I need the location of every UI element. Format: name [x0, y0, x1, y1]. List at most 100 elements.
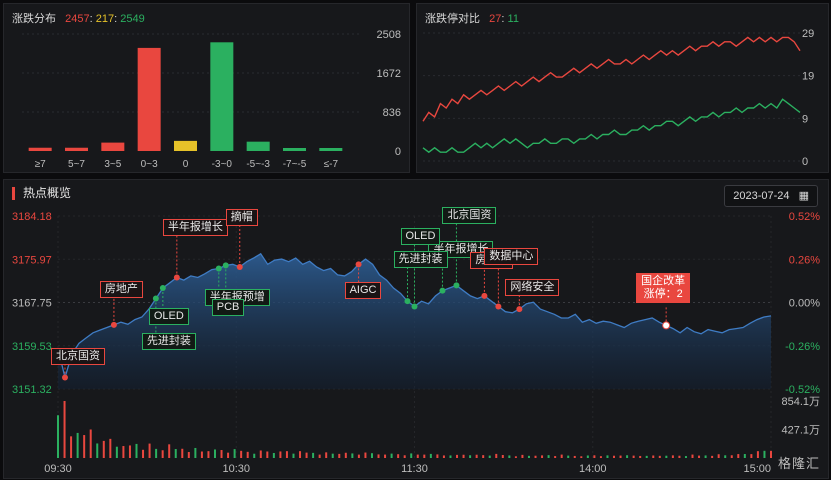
annotation-dot [411, 303, 418, 310]
bar [319, 148, 343, 151]
volume-bar [521, 454, 524, 458]
bar [137, 47, 161, 151]
volume-bar [743, 454, 746, 458]
volume-bar [187, 452, 190, 458]
volume-bar [586, 455, 589, 458]
volume-bar [606, 455, 609, 458]
volume-bar [763, 450, 766, 458]
volume-bar [76, 432, 79, 458]
limit-up-count: 27 [489, 13, 502, 25]
annotation-label[interactable]: AIGC [344, 282, 382, 300]
annotation-label[interactable]: 数据中心 [484, 248, 539, 266]
annotation-label[interactable]: 半年报增长 [162, 219, 228, 237]
annotation-dot [481, 292, 488, 299]
volume-bar [423, 454, 426, 458]
x-tick-label: ≤-7 [324, 159, 339, 170]
annotation-label[interactable]: 北京国资 [442, 207, 497, 225]
volume-bar [312, 452, 315, 458]
volume-bar [573, 455, 576, 458]
volume-bar [652, 455, 655, 458]
volume-bar [403, 455, 406, 458]
calendar-icon[interactable]: ▦ [798, 190, 809, 202]
volume-bar [416, 454, 419, 458]
volume-tick: 854.1万 [781, 396, 820, 408]
volume-bar [89, 429, 92, 458]
volume-bar [168, 444, 171, 458]
annotation-label[interactable]: OLED [148, 308, 189, 326]
callout-dot [662, 321, 671, 330]
volume-bar [279, 451, 282, 458]
price-area [58, 253, 771, 389]
annotation-label[interactable]: OLED [400, 228, 441, 246]
annotation-label[interactable]: PCB [211, 299, 245, 317]
volume-bar [724, 455, 727, 458]
y-tick-left: 3167.75 [12, 298, 52, 310]
annotation-label[interactable]: 房地产 [99, 280, 143, 298]
volume-bar [737, 454, 740, 458]
volume-bar [462, 454, 465, 458]
down-count: 2549 [120, 13, 145, 25]
volume-tick: 427.1万 [781, 425, 820, 437]
y-tick-label: 0 [395, 146, 401, 158]
volume-bar [527, 455, 530, 458]
volume-bar [155, 448, 158, 458]
y-tick-right: 0.52% [789, 211, 820, 223]
volume-bar [57, 415, 59, 458]
volume-bar [272, 452, 275, 458]
x-tick-label: 3~5 [104, 159, 121, 170]
annotation-dot [495, 303, 502, 310]
volume-bar [96, 443, 99, 458]
volume-bar [691, 454, 694, 458]
overview-panel: 热点概览 2023-07-24 ▦ 3184.18 0.52% 3175.97 0.2… [3, 179, 829, 479]
volume-bar [305, 452, 308, 458]
callout-sub: 涨停：2 [643, 288, 683, 301]
volume-bar [299, 451, 302, 458]
annotation-label[interactable]: 先进封装 [393, 251, 448, 269]
bar [65, 147, 88, 151]
volume-bar [331, 453, 334, 458]
bar [101, 142, 125, 151]
annotation-label[interactable]: 先进封装 [141, 332, 196, 350]
volume-bar [148, 443, 151, 458]
volume-bar [514, 456, 517, 458]
volume-bar [469, 455, 472, 458]
volume-bar [181, 448, 184, 458]
volume-bar [122, 446, 125, 458]
distribution-title: 涨跌分布 2457: 217: 2549 [12, 13, 145, 25]
volume-bar [338, 453, 341, 458]
x-tick-label: 5~7 [68, 159, 85, 170]
date-picker[interactable]: 2023-07-24 ▦ [724, 185, 818, 207]
annotation-label[interactable]: 网络安全 [505, 279, 560, 297]
volume-bar [115, 446, 118, 458]
bar [28, 147, 52, 151]
y-tick-label: 1672 [377, 68, 401, 80]
annotation-label[interactable]: 摘帽 [225, 208, 258, 226]
volume-bar [684, 456, 687, 458]
volume-bar [370, 453, 373, 458]
volume-bar [593, 455, 596, 458]
volume-bar [488, 455, 491, 458]
annotation-dot [516, 306, 523, 313]
x-tick-label: ≥7 [35, 159, 46, 170]
volume-bar [698, 455, 701, 458]
y-tick-left: 3175.97 [12, 254, 52, 266]
volume-bar [619, 455, 622, 458]
volume-bar [357, 454, 360, 458]
y-tick-left: 3159.53 [12, 341, 52, 353]
volume-bar [639, 455, 642, 458]
volume-bar [233, 449, 236, 458]
annotation-label[interactable]: 北京国资 [50, 347, 105, 365]
volume-bar [70, 436, 73, 458]
y-tick-left: 3184.18 [12, 211, 52, 223]
callout-label[interactable]: 国企改革 涨停：2 [636, 273, 691, 304]
y-tick-label: 29 [802, 28, 814, 40]
volume-bar [756, 451, 759, 458]
bar [283, 148, 306, 151]
x-tick-label: -5~-3 [246, 159, 270, 170]
volume-bar [475, 454, 478, 458]
volume-bar [220, 450, 223, 458]
y-tick-left: 3151.32 [12, 384, 52, 396]
series-line [422, 98, 801, 154]
x-tick-label: 0 [183, 159, 189, 170]
volume-bar [135, 443, 138, 458]
